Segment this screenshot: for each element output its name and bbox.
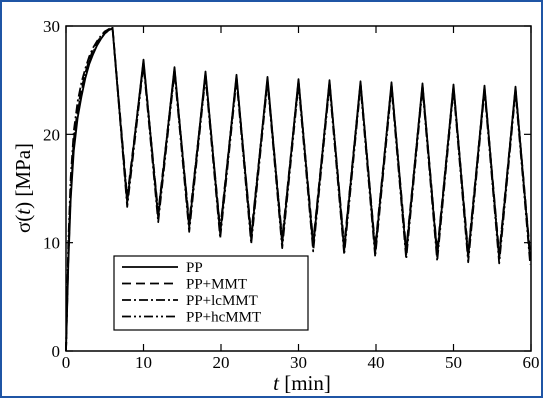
series-layer xyxy=(65,26,532,352)
axis-ticks: 0 10 20 30 40 50 60 0 10 20 30 xyxy=(43,17,540,372)
x-tick-label-0: 0 xyxy=(62,353,71,372)
y-tick-label-0: 0 xyxy=(52,342,61,361)
x-tick-label-2: 20 xyxy=(213,353,230,372)
legend-label-1: PP+MMT xyxy=(186,277,247,293)
y-tick-label-1: 10 xyxy=(43,234,60,253)
x-axis-title: t [min] xyxy=(273,371,331,395)
legend-label-0: PP xyxy=(186,260,203,276)
legend-box xyxy=(113,255,309,331)
x-tick-label-4: 40 xyxy=(368,353,385,372)
x-tick-label-6: 60 xyxy=(523,353,540,372)
legend-label-2: PP+lcMMT xyxy=(186,293,258,309)
legend-label-3: PP+hcMMT xyxy=(186,310,261,326)
y-tick-label-3: 30 xyxy=(43,17,60,36)
y-axis-title: σ(t) [MPa] xyxy=(11,143,35,233)
series-line-3 xyxy=(65,27,532,352)
x-tick-label-1: 10 xyxy=(135,353,152,372)
x-tick-label-5: 50 xyxy=(445,353,462,372)
y-tick-label-2: 20 xyxy=(43,125,60,144)
x-tick-label-3: 30 xyxy=(290,353,307,372)
